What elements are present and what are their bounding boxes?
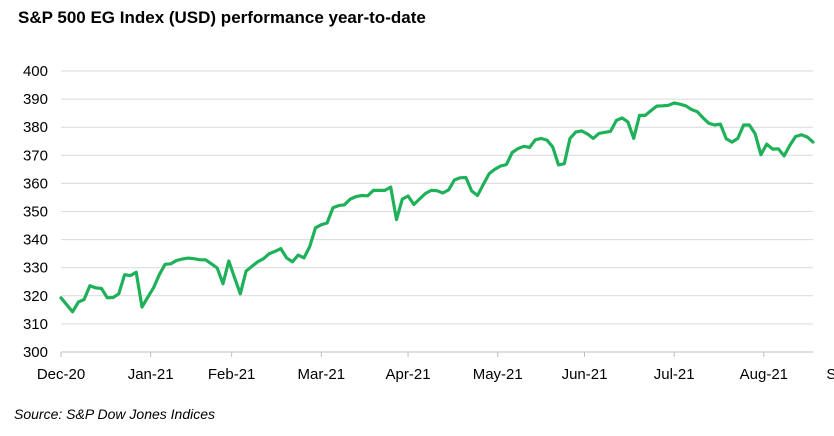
chart-title: S&P 500 EG Index (USD) performance year-… — [18, 8, 426, 27]
source-note: Source: S&P Dow Jones Indices — [14, 406, 216, 422]
y-tick-label: 330 — [23, 260, 48, 277]
y-tick-label: 370 — [23, 147, 48, 164]
x-tick-label: Dec-20 — [37, 366, 85, 383]
x-tick-label: Aug-21 — [740, 366, 788, 383]
y-tick-label: 340 — [23, 232, 48, 249]
x-tick-label: Feb-21 — [208, 366, 256, 383]
x-tick-label: Mar-21 — [298, 366, 346, 383]
y-tick-label: 350 — [23, 204, 48, 221]
y-tick-label: 310 — [23, 316, 48, 333]
series-line — [59, 101, 815, 314]
x-tick-label: Jul-21 — [654, 366, 695, 383]
x-tick-label: May-21 — [473, 366, 523, 383]
x-tick-label: Jan-21 — [128, 366, 174, 383]
x-tick-label: Apr-21 — [386, 366, 431, 383]
y-tick-label: 360 — [23, 175, 48, 192]
y-tick-label: 400 — [23, 63, 48, 80]
y-tick-label: 320 — [23, 288, 48, 305]
x-tick-label: Sep-21 — [826, 366, 834, 383]
x-tick-label: Jun-21 — [562, 366, 608, 383]
y-tick-label: 390 — [23, 91, 48, 108]
y-tick-label: 300 — [23, 344, 48, 361]
y-tick-label: 380 — [23, 119, 48, 136]
